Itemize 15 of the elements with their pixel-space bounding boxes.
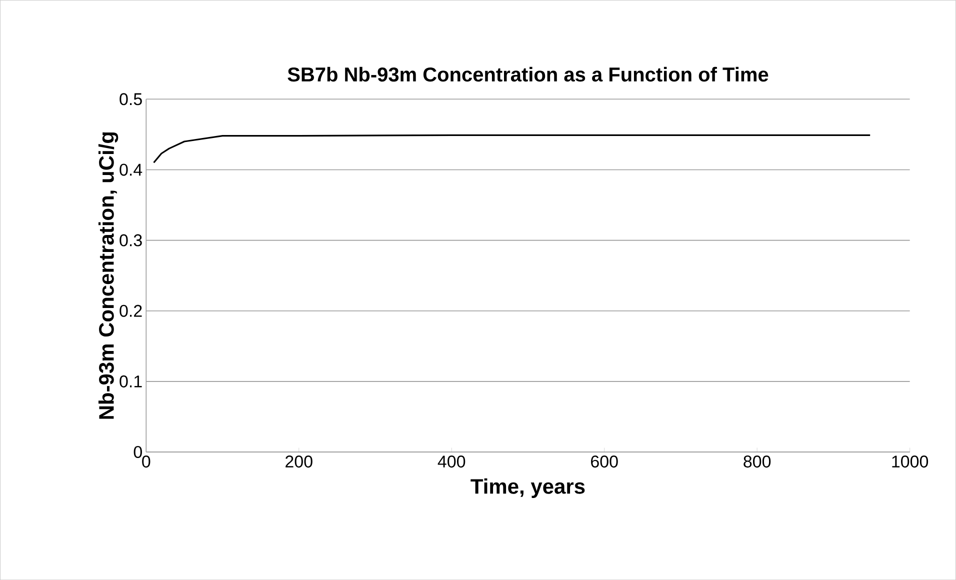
x-tick-label: 600 <box>591 455 618 468</box>
x-axis-title: Time, years <box>470 478 585 498</box>
y-tick-label: 0.2 <box>120 304 142 317</box>
x-tick-label: 400 <box>438 455 466 468</box>
y-axis-title: Nb-93m Concentration, uCi/g <box>98 132 118 419</box>
x-tick-label: 200 <box>286 455 312 468</box>
y-tick-label: 0.4 <box>120 164 142 176</box>
x-tick-label: 0 <box>142 455 150 468</box>
y-tick-label: 0.5 <box>120 93 142 106</box>
y-tick-label: 0.3 <box>120 234 142 246</box>
chart-title: SB7b Nb-93m Concentration as a Function of Time <box>288 66 768 82</box>
y-tick-label: 0 <box>134 446 142 458</box>
x-tick-label: 800 <box>744 455 771 468</box>
x-tick-label: 1000 <box>892 455 928 468</box>
y-tick-label: 0.1 <box>120 375 142 388</box>
